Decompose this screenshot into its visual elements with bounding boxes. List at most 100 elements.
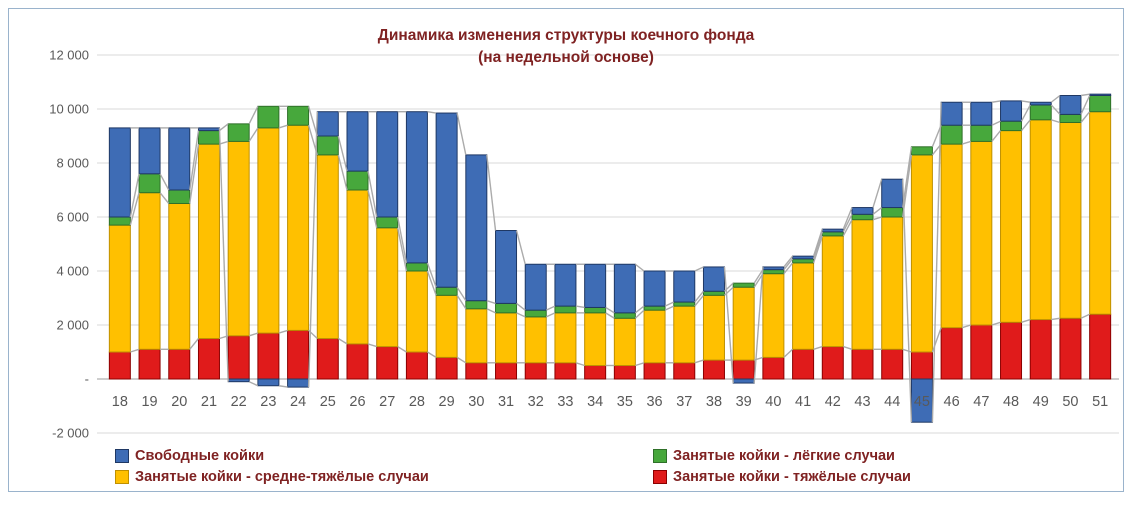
series-line [397, 227, 408, 272]
bar-segment-free [316, 111, 339, 137]
bar-segment-severe [257, 332, 280, 380]
series-line [753, 273, 764, 288]
bar-segment-light [376, 216, 399, 229]
series-line [1020, 104, 1031, 122]
bar-segment-light [316, 135, 339, 156]
series-line [486, 300, 496, 305]
x-tick-label: 44 [884, 394, 900, 410]
bar-segment-free [970, 101, 993, 126]
bar-segment-medium [376, 227, 399, 348]
bar-segment-severe [376, 346, 399, 380]
bar-segment-severe [524, 362, 547, 380]
bar-segment-medium [613, 317, 636, 366]
bar-segment-medium [1059, 122, 1082, 319]
series-line [130, 348, 140, 353]
y-tick-label: 10 000 [49, 102, 89, 117]
bar-segment-medium [227, 140, 250, 337]
x-tick-label: 27 [379, 394, 395, 410]
x-tick-label: 30 [468, 394, 484, 410]
x-tick-label: 32 [528, 394, 544, 410]
bar-segment-severe [495, 362, 518, 380]
legend-swatch-icon [653, 470, 667, 484]
series-line [843, 345, 853, 350]
bar-segment-medium [108, 224, 131, 353]
series-line [961, 140, 972, 145]
series-line [1080, 111, 1091, 123]
bar-segment-medium [465, 308, 488, 364]
bar-segment-free [821, 228, 844, 233]
x-tick-label: 37 [676, 394, 692, 410]
bar-segment-severe [673, 362, 696, 380]
bar-segment-severe [584, 365, 607, 380]
bar-segment-light [821, 231, 844, 237]
series-line [248, 127, 259, 142]
bar-segment-light [108, 216, 131, 226]
bar-segment-severe [732, 359, 755, 380]
y-tick-label: 4 000 [56, 264, 89, 279]
series-line [991, 120, 1001, 126]
series-line [515, 230, 526, 265]
x-tick-label: 51 [1092, 394, 1108, 410]
legend-item-medium: Занятые койки - средне-тяжёлые случаи [115, 469, 653, 485]
series-line [872, 206, 883, 215]
x-tick-label: 25 [320, 394, 336, 410]
bar-segment-free [1089, 93, 1112, 97]
series-line [872, 216, 882, 221]
bar-segment-severe [168, 348, 191, 380]
bar-segment-free [643, 270, 666, 307]
series-line [723, 266, 734, 384]
bar-segment-medium [257, 127, 280, 334]
legend-item-severe: Занятые койки - тяжёлые случаи [653, 469, 1123, 485]
y-tick-label: 8 000 [56, 156, 89, 171]
series-line [337, 337, 348, 345]
bar-segment-severe [1000, 321, 1023, 380]
series-line [337, 154, 348, 191]
bar-segment-free [108, 127, 131, 218]
bar-segment-light [495, 302, 518, 314]
bar-segment-light [1059, 113, 1082, 124]
bar-segment-severe [821, 346, 844, 380]
series-line [694, 359, 704, 364]
bar-segment-free [1000, 100, 1023, 122]
legend-item-light: Занятые койки - лёгкие случаи [653, 448, 1123, 464]
bar-segment-light [554, 305, 577, 314]
series-line [961, 324, 972, 329]
bar-segment-severe [762, 356, 785, 380]
bar-segment-free [732, 378, 755, 384]
series-line [1051, 119, 1061, 124]
bar-segment-medium [554, 312, 577, 364]
series-line [842, 207, 853, 230]
series-line [1050, 94, 1061, 103]
bar-segment-severe [554, 362, 577, 380]
series-line [219, 123, 229, 132]
legend-swatch-icon [115, 449, 129, 463]
series-line [189, 130, 200, 191]
x-tick-label: 45 [914, 394, 930, 410]
series-line [159, 173, 170, 191]
bar-segment-free [762, 266, 785, 271]
chart-frame: Динамика изменения структуры коечного фо… [8, 8, 1124, 492]
bar-segment-medium [792, 262, 815, 350]
bar-segment-severe [613, 365, 636, 380]
x-tick-label: 29 [439, 394, 455, 410]
bar-segment-light [940, 124, 963, 145]
bar-segment-severe [138, 348, 161, 380]
x-tick-label: 19 [141, 394, 157, 410]
bar-segment-light [346, 170, 369, 191]
bar-segment-medium [1029, 119, 1052, 321]
bar-segment-severe [1089, 313, 1112, 380]
bar-segment-severe [1059, 317, 1082, 380]
series-line [1050, 104, 1061, 115]
bar-segment-medium [495, 312, 518, 364]
bar-segment-medium [138, 192, 161, 350]
series-line [991, 130, 1002, 142]
bar-segment-light [138, 173, 161, 194]
series-line [1051, 317, 1061, 321]
series-line [664, 301, 675, 307]
bar-segment-medium [732, 286, 755, 361]
bar-segment-light [881, 207, 904, 218]
series-line [842, 213, 853, 233]
series-line [426, 270, 437, 296]
x-tick-label: 47 [973, 394, 989, 410]
series-line [694, 290, 705, 303]
